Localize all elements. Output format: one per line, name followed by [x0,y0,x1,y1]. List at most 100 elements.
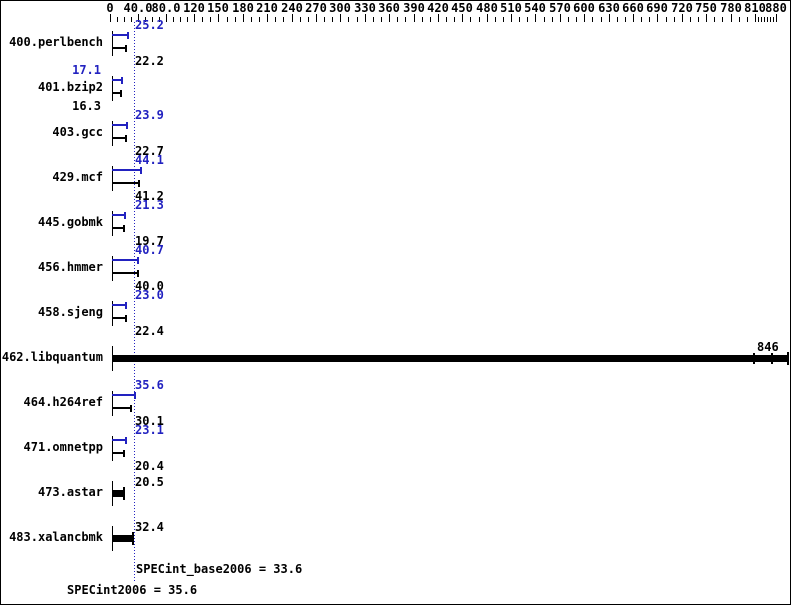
axis-tick-major [365,14,366,22]
axis-tick-major [243,14,244,22]
benchmark-label: 429.mcf [52,170,103,184]
axis-tick-label: 300 [329,1,351,15]
axis-tick-minor [173,17,174,22]
base-bar [112,407,131,409]
axis-tick-major [511,14,512,22]
axis-tick-label: 240 [281,1,303,15]
axis-tick-major [706,14,707,22]
peak-bar-end-cap [140,167,142,174]
axis-tick-minor [470,17,471,22]
axis-tick-major [584,14,585,22]
base-bar-end-cap [120,90,122,97]
axis-tick-major [462,14,463,22]
peak-bar-end-cap [137,257,139,264]
peak-bar-end-cap [127,32,129,39]
bar-start-tick [112,211,113,236]
axis-tick-minor [479,17,480,22]
single-bar [112,490,124,497]
axis-tick-minor [770,17,771,22]
axis-tick-label: 750 [695,1,717,15]
bar-start-tick [112,121,113,146]
base-value-label: 22.4 [135,324,164,338]
benchmark-label: 456.hmmer [37,260,103,274]
axis-tick-minor [210,17,211,22]
peak-bar [112,169,141,171]
axis-tick-minor [625,17,626,22]
summary-base-text: SPECint_base2006 = 33.6 [136,562,303,576]
axis-tick-minor [145,17,146,22]
axis-tick-minor [722,17,723,22]
peak-value-label: 40.7 [135,243,164,257]
axis-tick-minor [430,17,431,22]
base-bar [112,317,126,319]
overflow-tick [753,353,755,364]
axis-tick-minor [767,17,768,22]
base-value-label: 22.2 [135,54,164,68]
axis-tick-minor [773,17,774,22]
peak-bar [112,214,125,216]
axis-tick-label: 150 [207,1,229,15]
base-bar [112,92,121,94]
axis-tick-minor [235,17,236,22]
peak-bar-end-cap [121,77,123,84]
axis-tick-label: 180 [232,1,254,15]
axis-tick-major [340,14,341,22]
base-bar [112,227,124,229]
axis-tick-minor [641,17,642,22]
axis-tick-minor [251,17,252,22]
axis-tick-major [389,14,390,22]
axis-tick-label: 270 [305,1,327,15]
base-value-label: 40.0 [135,279,164,293]
axis-tick-minor [202,17,203,22]
peak-value-label: 17.1 [72,63,101,77]
axis-tick-label: 330 [354,1,376,15]
peak-bar [112,124,127,126]
axis-tick-label: 0 [106,1,114,15]
axis-tick-label: 360 [378,1,400,15]
axis-tick-major [776,14,777,22]
bar-start-tick [112,76,113,101]
axis-tick-minor [227,17,228,22]
axis-tick-minor [180,17,181,22]
axis-tick-major [633,14,634,22]
base-bar [112,272,138,274]
peak-bar [112,394,135,396]
peak-bar-end-cap [126,122,128,129]
axis-tick-major [731,14,732,22]
base-bar-end-cap [130,405,132,412]
axis-tick-minor [592,17,593,22]
bar-start-tick [112,436,113,461]
bar-start-tick [112,301,113,326]
bar-start-tick [112,391,113,416]
axis-tick-minor [332,17,333,22]
axis-tick-minor [117,17,118,22]
axis-tick-minor [698,17,699,22]
axis-tick-minor [666,17,667,22]
axis-tick-label: 40.0 [123,1,153,15]
axis-tick-minor [495,17,496,22]
axis-tick-minor [649,17,650,22]
axis-tick-minor [300,17,301,22]
axis-tick-minor [152,17,153,22]
peak-bar [112,79,122,81]
base-value-label: 20.4 [135,459,164,473]
base-value-label: 22.7 [135,144,164,158]
axis-tick-minor [568,17,569,22]
axis-tick-minor [761,17,762,22]
benchmark-label: 458.sjeng [37,305,103,319]
benchmark-label: 401.bzip2 [37,80,103,94]
bar-start-tick [112,256,113,281]
axis-tick-major [110,14,111,22]
axis-tick-minor [381,17,382,22]
axis-tick-major [414,14,415,22]
peak-value-label: 23.1 [135,423,164,437]
axis-tick-label: 450 [451,1,473,15]
peak-bar [112,34,128,36]
base-bar-end-cap [125,45,127,52]
axis-tick-label: 210 [256,1,278,15]
base-bar [112,137,126,139]
benchmark-label: 464.h264ref [23,395,103,409]
bar-start-tick [112,166,113,191]
